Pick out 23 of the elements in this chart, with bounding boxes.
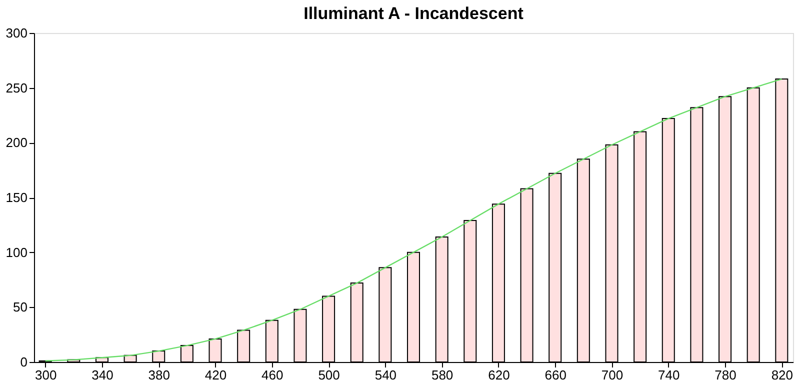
x-tick-label: 740 bbox=[658, 368, 680, 382]
y-tick-label: 200 bbox=[6, 135, 28, 150]
x-tick-label: 540 bbox=[374, 368, 397, 382]
x-tick-label: 660 bbox=[544, 368, 566, 382]
x-tick-label: 420 bbox=[204, 368, 227, 382]
y-tick-label: 150 bbox=[6, 190, 28, 205]
y-tick-label: 300 bbox=[6, 26, 28, 40]
x-tick-label: 300 bbox=[34, 368, 57, 382]
x-tick-label: 700 bbox=[601, 368, 624, 382]
y-tick-label: 250 bbox=[6, 80, 28, 96]
x-tick-label: 620 bbox=[488, 368, 510, 382]
y-tick-label: 50 bbox=[13, 300, 28, 315]
x-tick-label: 500 bbox=[318, 368, 340, 382]
x-tick-label: 460 bbox=[262, 368, 284, 382]
x-tick-label: 340 bbox=[92, 368, 114, 382]
x-tick-label: 580 bbox=[431, 368, 454, 382]
y-tick-label: 100 bbox=[6, 244, 28, 260]
x-tick-label: 780 bbox=[714, 368, 736, 382]
y-tick-label: 0 bbox=[20, 354, 28, 370]
chart-title: Illuminant A - Incandescent bbox=[304, 4, 524, 23]
line-series bbox=[44, 78, 782, 362]
x-tick-label: 380 bbox=[148, 368, 170, 382]
x-tick-label: 820 bbox=[771, 368, 794, 382]
